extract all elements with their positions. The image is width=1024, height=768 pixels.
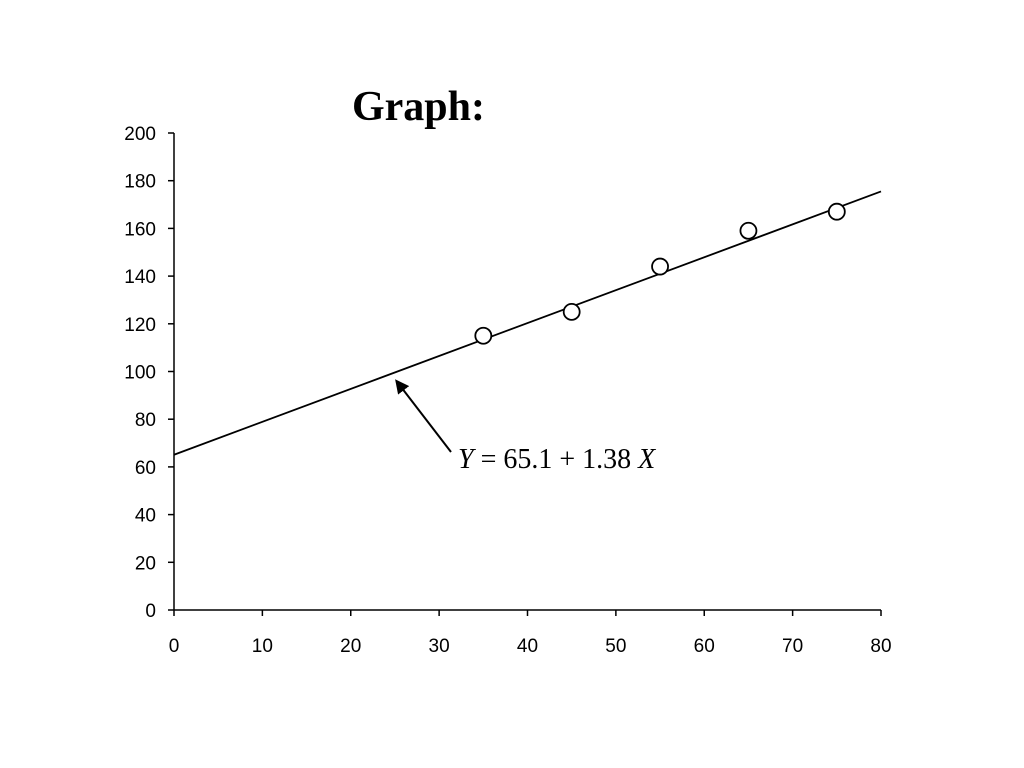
x-tick-label: 10	[252, 636, 273, 657]
equation-y-var: Y	[458, 444, 477, 475]
regression-line	[173, 190, 882, 456]
x-tick-label: 80	[870, 636, 891, 657]
data-point	[651, 257, 669, 276]
x-tick-label: 70	[782, 636, 803, 657]
data-points	[474, 202, 846, 345]
equation-annotation: Y = 65.1 + 1.38 X	[395, 379, 656, 475]
x-tick-label: 20	[340, 636, 361, 657]
y-tick-label: 80	[135, 410, 156, 431]
axes: 0 20 40 60 80 100 120 140 160 180 200 0 10 20 30 40 50 60…	[124, 124, 891, 657]
annotation-arrow	[395, 379, 452, 453]
x-tick-label: 40	[517, 636, 538, 657]
equation-x-var: X	[637, 444, 656, 475]
y-tick-label: 200	[124, 124, 156, 145]
fit-line-group	[173, 190, 882, 456]
y-tick-label: 100	[124, 363, 156, 384]
y-tick-label: 180	[124, 172, 156, 193]
data-point	[827, 202, 846, 221]
chart-title: Graph:	[352, 84, 486, 130]
y-tick-label: 60	[135, 458, 156, 479]
data-point	[739, 221, 758, 240]
data-point	[474, 326, 493, 345]
y-tick-label: 40	[135, 506, 156, 527]
y-tick-label: 160	[124, 219, 156, 240]
regression-equation: Y = 65.1 + 1.38 X	[458, 444, 656, 475]
equation-body: = 65.1 + 1.38	[474, 444, 639, 475]
y-tick-label: 20	[135, 553, 156, 574]
y-tick-label: 140	[124, 267, 156, 288]
x-tick-label: 30	[429, 636, 450, 657]
x-tick-label: 50	[605, 636, 626, 657]
data-point	[562, 302, 581, 321]
y-tick-label: 0	[145, 601, 156, 622]
y-tick-label: 120	[124, 315, 156, 336]
x-tick-label: 60	[694, 636, 715, 657]
x-tick-label: 0	[169, 636, 180, 657]
